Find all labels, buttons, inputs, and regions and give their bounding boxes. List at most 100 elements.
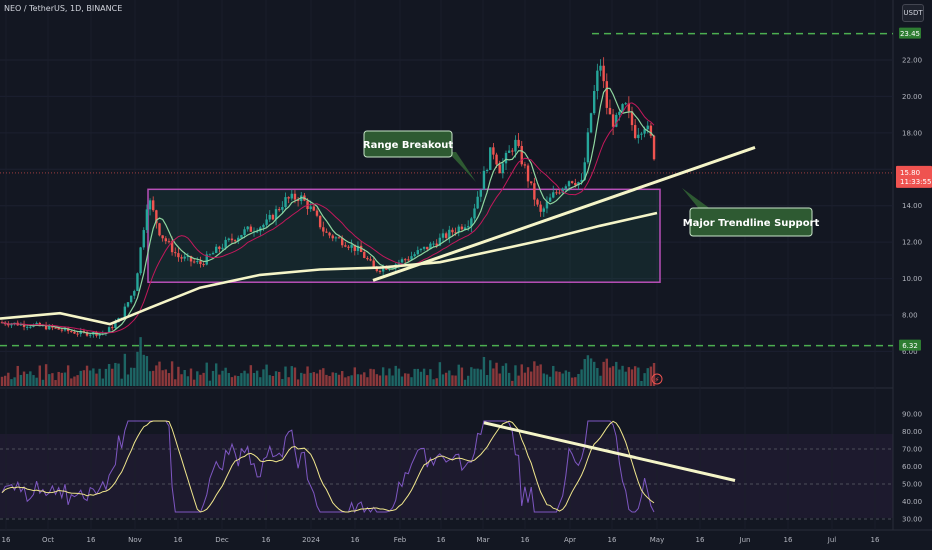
volume-bar: [29, 371, 32, 386]
volume-bar: [7, 372, 10, 386]
volume-bar: [507, 372, 511, 386]
candle-body: [35, 322, 38, 325]
price-tick-label: 10.00: [902, 275, 922, 283]
time-tick-label: Jun: [739, 536, 751, 544]
volume-bar: [438, 362, 442, 386]
ma-fast-line: [1, 87, 655, 335]
candle-body: [419, 248, 423, 251]
candle-body: [372, 260, 375, 267]
candle-body: [501, 163, 505, 174]
annotations: Range Breakout Major Trendline Support: [363, 130, 820, 237]
volume-bar: [416, 368, 419, 386]
candle-body: [523, 164, 527, 166]
volume-bar: [615, 361, 618, 386]
candle-body: [145, 209, 149, 231]
volume-bar: [394, 365, 397, 386]
volume-bar: [419, 371, 423, 386]
volume-bar: [3, 375, 7, 386]
candle-body: [504, 152, 508, 164]
price-tick-label: 18.00: [902, 129, 922, 137]
volume-bar: [605, 358, 608, 386]
volume-bar: [111, 368, 114, 386]
time-tick-label: 16: [871, 536, 880, 544]
volume-bar: [300, 372, 303, 386]
candle-body: [359, 245, 363, 253]
lightning-icon-glyph: ⚡: [655, 376, 660, 384]
volume-bar: [230, 377, 234, 386]
rsi-tick-label: 40.00: [902, 498, 922, 506]
volume-bar: [101, 378, 104, 386]
candle-body: [139, 247, 142, 274]
volume-bar: [577, 373, 580, 386]
volume-bar: [192, 379, 196, 386]
volume-bars: [0, 337, 656, 386]
rsi-band-fill: [0, 434, 893, 518]
volume-bar: [599, 375, 602, 386]
volume-bar: [542, 373, 545, 386]
volume-bar: [476, 368, 479, 386]
candle-body: [271, 214, 275, 220]
candle-body: [344, 245, 347, 247]
volume-bar: [278, 371, 281, 386]
volume-bar: [359, 374, 363, 386]
candle-body: [334, 237, 338, 239]
candle-body: [378, 270, 382, 272]
volume-bar: [221, 370, 224, 386]
volume-bar: [158, 361, 161, 386]
volume-bar: [457, 364, 460, 386]
volume-bar: [95, 373, 98, 386]
volume-bar: [511, 380, 514, 386]
volume-bar: [38, 365, 41, 386]
candle-body: [489, 147, 492, 171]
time-tick-label: 16: [437, 536, 446, 544]
volume-bar: [334, 372, 338, 386]
volume-bar: [400, 376, 404, 386]
volume-bar: [0, 376, 4, 386]
currency-badge[interactable]: USDT: [902, 4, 924, 22]
candle-body: [485, 170, 489, 172]
candle-body: [391, 267, 394, 269]
candle-body: [599, 65, 602, 71]
volume-bar: [602, 361, 605, 386]
volume-bar: [495, 362, 498, 386]
candle-body: [586, 132, 590, 163]
candle-body: [637, 134, 640, 139]
candle-body: [328, 232, 331, 236]
moving-averages: [0, 87, 658, 335]
candle-body: [240, 235, 243, 238]
rsi-pane: [0, 420, 893, 520]
candle-body: [148, 200, 152, 210]
volume-bar: [545, 374, 549, 386]
volume-bar: [318, 369, 322, 386]
volume-bar: [444, 372, 448, 386]
volume-bar: [388, 368, 391, 386]
volume-bar: [501, 365, 505, 386]
volume-bar: [309, 372, 312, 386]
candle-body: [561, 188, 564, 193]
volume-bar: [202, 372, 205, 386]
candle-body: [347, 246, 350, 248]
candle-body: [265, 219, 268, 225]
volume-bar: [262, 369, 265, 386]
candle-body: [309, 206, 312, 210]
candle-body: [189, 256, 193, 262]
volume-bar: [76, 375, 79, 386]
badge-bottom-level-text: 6.32: [902, 342, 918, 350]
annotation-box: [363, 130, 453, 158]
volume-bar: [180, 374, 183, 386]
volume-bar: [570, 377, 574, 386]
candle-body: [167, 241, 171, 243]
volume-bar: [479, 369, 482, 386]
candle-body: [492, 147, 495, 155]
candle-body: [476, 196, 479, 209]
candle-body: [107, 327, 111, 333]
candle-body: [325, 231, 328, 233]
candle-body: [511, 150, 514, 152]
rsi-ma-line: [1, 420, 655, 513]
volume-bar: [54, 380, 57, 386]
volume-bar: [89, 370, 92, 386]
volume-bar: [293, 367, 297, 386]
candle-body: [331, 235, 334, 239]
